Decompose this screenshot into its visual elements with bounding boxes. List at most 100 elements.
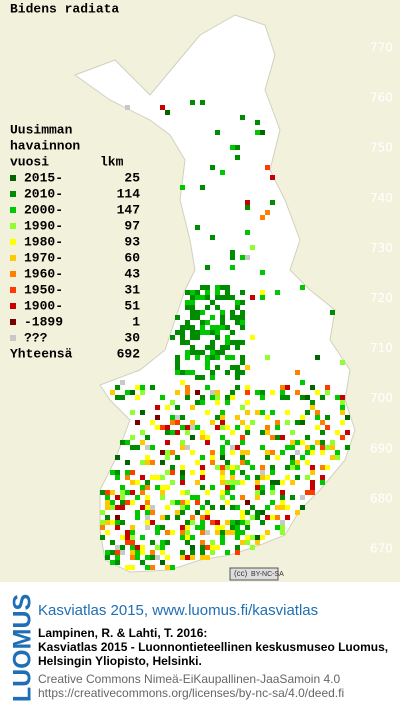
observation-square xyxy=(275,420,280,425)
observation-square xyxy=(175,515,180,520)
observation-square xyxy=(250,465,255,470)
observation-square xyxy=(115,520,120,525)
observation-square xyxy=(235,465,240,470)
observation-square xyxy=(115,505,120,510)
observation-square xyxy=(220,530,225,535)
legend-label: 1980- xyxy=(24,234,63,249)
observation-square xyxy=(135,510,140,515)
observation-square xyxy=(110,560,115,565)
observation-square xyxy=(245,385,250,390)
observation-square xyxy=(310,450,315,455)
observation-square xyxy=(220,540,225,545)
observation-square xyxy=(190,425,195,430)
observation-square xyxy=(200,325,205,330)
observation-square xyxy=(135,515,140,520)
observation-square xyxy=(145,435,150,440)
observation-square xyxy=(130,390,135,395)
observation-square xyxy=(180,465,185,470)
observation-square xyxy=(105,550,110,555)
observation-square xyxy=(120,485,125,490)
observation-square xyxy=(265,455,270,460)
observation-square xyxy=(135,555,140,560)
legend-count: 25 xyxy=(124,170,140,185)
observation-square xyxy=(190,345,195,350)
observation-square xyxy=(115,560,120,565)
observation-square xyxy=(190,450,195,455)
observation-square xyxy=(220,420,225,425)
observation-square xyxy=(130,490,135,495)
observation-square xyxy=(235,530,240,535)
observation-square xyxy=(205,360,210,365)
observation-square xyxy=(240,470,245,475)
observation-square xyxy=(195,495,200,500)
observation-square xyxy=(300,395,305,400)
observation-square xyxy=(130,530,135,535)
legend-swatch xyxy=(10,335,16,341)
observation-square xyxy=(210,165,215,170)
observation-square xyxy=(165,565,170,570)
observation-square xyxy=(285,505,290,510)
observation-square xyxy=(195,460,200,465)
observation-square xyxy=(225,425,230,430)
observation-square xyxy=(235,520,240,525)
observation-square xyxy=(185,520,190,525)
observation-square xyxy=(185,535,190,540)
observation-square xyxy=(240,420,245,425)
observation-square xyxy=(145,565,150,570)
observation-square xyxy=(215,335,220,340)
observation-square xyxy=(245,400,250,405)
observation-square xyxy=(145,520,150,525)
observation-square xyxy=(230,340,235,345)
observation-square xyxy=(185,325,190,330)
observation-square xyxy=(115,475,120,480)
observation-square xyxy=(180,530,185,535)
observation-square xyxy=(200,295,205,300)
legend-swatch xyxy=(10,303,16,309)
observation-square xyxy=(220,465,225,470)
observation-square xyxy=(290,430,295,435)
observation-square xyxy=(135,480,140,485)
observation-square xyxy=(165,110,170,115)
observation-square xyxy=(310,470,315,475)
observation-square xyxy=(200,310,205,315)
observation-square xyxy=(305,450,310,455)
observation-square xyxy=(225,400,230,405)
observation-square xyxy=(300,455,305,460)
observation-square xyxy=(205,515,210,520)
observation-square xyxy=(210,450,215,455)
legend-count-heading: lkm xyxy=(100,154,124,169)
observation-square xyxy=(275,480,280,485)
observation-square xyxy=(160,475,165,480)
observation-square xyxy=(280,480,285,485)
observation-square xyxy=(280,505,285,510)
observation-square xyxy=(200,350,205,355)
observation-square xyxy=(185,490,190,495)
observation-square xyxy=(265,530,270,535)
observation-square xyxy=(185,300,190,305)
observation-square xyxy=(340,395,345,400)
y-grid-label: 770 xyxy=(370,41,393,55)
observation-square xyxy=(245,510,250,515)
observation-square xyxy=(240,495,245,500)
observation-square xyxy=(155,415,160,420)
observation-square xyxy=(335,450,340,455)
observation-square xyxy=(205,410,210,415)
observation-square xyxy=(265,415,270,420)
observation-square xyxy=(335,455,340,460)
observation-square xyxy=(260,485,265,490)
observation-square xyxy=(220,525,225,530)
observation-square xyxy=(200,285,205,290)
observation-square xyxy=(265,475,270,480)
observation-square xyxy=(125,535,130,540)
observation-square xyxy=(245,255,250,260)
observation-square xyxy=(120,505,125,510)
observation-square xyxy=(190,325,195,330)
observation-square xyxy=(240,340,245,345)
observation-square xyxy=(120,520,125,525)
legend-count: 97 xyxy=(124,218,140,233)
observation-square xyxy=(105,555,110,560)
observation-square xyxy=(130,410,135,415)
observation-square xyxy=(230,310,235,315)
observation-square xyxy=(195,510,200,515)
observation-square xyxy=(240,450,245,455)
